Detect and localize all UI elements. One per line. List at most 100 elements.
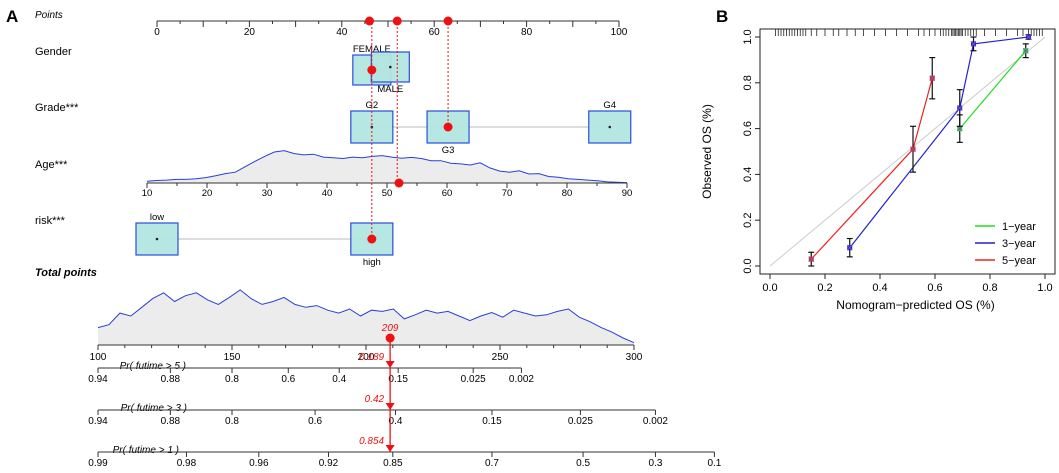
points-axis-tick-label: 100 <box>611 27 628 38</box>
age-axis-tick-label: 70 <box>502 188 513 199</box>
reference-diagonal <box>769 36 1046 267</box>
probability-axis-tick-label: 0.6 <box>308 416 322 427</box>
age-axis-tick-label: 40 <box>322 188 333 199</box>
total-axis-tick-label: 100 <box>90 352 107 363</box>
x-axis-tick-label: 0.2 <box>817 282 832 294</box>
points-axis-label: Points <box>35 10 63 21</box>
probability-axis-tick-label: 0.5 <box>576 458 590 469</box>
data-point-cross <box>910 146 916 153</box>
data-point-cross <box>808 256 815 262</box>
data-point-cross <box>1022 47 1029 54</box>
x-axis-tick-label: 1.0 <box>1037 282 1052 294</box>
age-axis-tick-label: 10 <box>142 188 153 199</box>
probability-axis-tick-label: 0.96 <box>249 458 269 469</box>
y-axis-tick-label: 0.4 <box>742 167 754 182</box>
variable-label-gender: Gender <box>35 46 72 58</box>
probability-axis-tick-label: 0.85 <box>383 458 403 469</box>
probability-axis-tick-label: 0.8 <box>225 416 239 427</box>
age-density-fill <box>147 150 627 183</box>
probability-axis-label: Pr( futime > 1 ) <box>113 445 179 456</box>
total-density-line <box>97 289 635 344</box>
selected-point-risk <box>367 234 377 244</box>
points-axis-tick-label: 20 <box>244 27 256 38</box>
age-axis-tick-label: 20 <box>202 188 213 199</box>
level-center-dot <box>389 65 392 69</box>
probability-axis-tick-label: 0.98 <box>177 458 197 469</box>
probability-axis-tick-label: 0.025 <box>461 374 486 385</box>
data-point-cross <box>956 125 963 132</box>
level-label-risk: low <box>150 212 164 223</box>
age-axis-tick-label: 50 <box>382 188 393 199</box>
probability-axis-tick-label: 0.002 <box>509 374 534 385</box>
probability-axis-tick-label: 0.15 <box>388 374 408 385</box>
y-axis-tick-label: 0.8 <box>742 75 754 90</box>
total-axis-tick-label: 250 <box>492 352 509 363</box>
data-point-cross <box>956 105 963 111</box>
data-point-cross <box>846 244 853 251</box>
x-axis-tick-label: 0.0 <box>762 282 777 294</box>
probability-axis-tick-label: 0.92 <box>319 458 339 469</box>
probability-axis-tick-label: 0.88 <box>161 374 181 385</box>
y-axis-tick-label: 0.6 <box>742 121 754 136</box>
calibration-panel: 0.0 0.2 0.4 0.6 0.8 1.0 0.0 0.2 0.4 0.6 0.8 1.0 Nomo… <box>700 28 1056 312</box>
probability-axis-tick-label: 0.99 <box>88 458 108 469</box>
total-selection-dot <box>385 333 395 343</box>
level-center-dot <box>155 237 159 241</box>
total-points-label: Total points <box>35 267 97 279</box>
variable-label-age: Age*** <box>35 159 68 171</box>
probability-axis-tick-label: 0.025 <box>568 416 593 427</box>
age-axis-tick-label: 30 <box>262 188 273 199</box>
series-line-3year <box>849 36 1029 249</box>
level-label-grade: G4 <box>603 100 616 111</box>
level-label-grade: G2 <box>365 100 378 111</box>
probability-axis-tick-label: 0.3 <box>648 458 662 469</box>
data-point-cross <box>970 41 977 47</box>
level-label-grade: G3 <box>442 145 455 156</box>
total-axis-tick-label: 300 <box>626 352 643 363</box>
variable-label-risk: risk*** <box>35 215 66 227</box>
probability-value-label: 0.189 <box>359 352 384 363</box>
probability-axis-label: Pr( futime > 5 ) <box>120 361 186 372</box>
probability-axis-tick-label: 0.4 <box>332 374 346 385</box>
probability-axis-tick-label: 0.6 <box>281 374 295 385</box>
probability-axis-tick-label: 0.4 <box>389 416 403 427</box>
probability-value-label: 0.854 <box>359 436 384 447</box>
age-density-line <box>146 150 628 184</box>
legend-label: 3−year <box>1002 238 1036 250</box>
selected-point-age <box>394 178 404 188</box>
probability-marker-triangle <box>385 403 395 410</box>
panel-label-b: B <box>716 7 728 26</box>
total-axis-tick-label: 150 <box>224 352 241 363</box>
total-density-fill <box>98 289 634 345</box>
variable-label-grade: Grade*** <box>35 102 79 114</box>
x-axis-title: Nomogram−predicted OS (%) <box>836 298 994 312</box>
points-axis-tick-label: 40 <box>336 27 348 38</box>
probability-axis-tick-label: 0.94 <box>88 374 108 385</box>
series-line-5year <box>810 78 933 260</box>
data-point-cross <box>1025 34 1032 40</box>
probability-axis-tick-label: 0.1 <box>707 458 721 469</box>
probability-axis-tick-label: 0.7 <box>485 458 499 469</box>
y-axis-tick-label: 1.0 <box>742 29 754 44</box>
x-axis-tick-label: 0.4 <box>872 282 887 294</box>
level-center-dot <box>608 125 612 129</box>
x-axis-tick-label: 0.6 <box>927 282 942 294</box>
probability-axis-tick-label: 0.88 <box>161 416 181 427</box>
points-axis-tick-label: 0 <box>154 27 160 38</box>
probability-axis-label: Pr( futime > 3 ) <box>121 403 187 414</box>
total-selection-label: 209 <box>381 323 399 334</box>
probability-marker-triangle <box>385 361 395 368</box>
panel-label-a: A <box>6 7 18 26</box>
level-label-risk: high <box>363 257 381 268</box>
selected-point-grade <box>443 122 453 132</box>
y-axis-tick-label: 0.0 <box>742 258 754 273</box>
legend-label: 5−year <box>1002 255 1036 267</box>
points-axis-marker <box>443 16 453 26</box>
points-axis-marker <box>392 16 402 26</box>
age-axis-tick-label: 90 <box>622 188 633 199</box>
level-box-risk <box>135 222 179 256</box>
nomogram-panel: Points 0 20 40 60 80 100 Gender FEMALE MALE Grade*… <box>35 10 722 469</box>
points-axis-tick-label: 60 <box>429 27 441 38</box>
level-label-gender: FEMALE <box>353 44 391 55</box>
age-axis-tick-label: 80 <box>562 188 573 199</box>
